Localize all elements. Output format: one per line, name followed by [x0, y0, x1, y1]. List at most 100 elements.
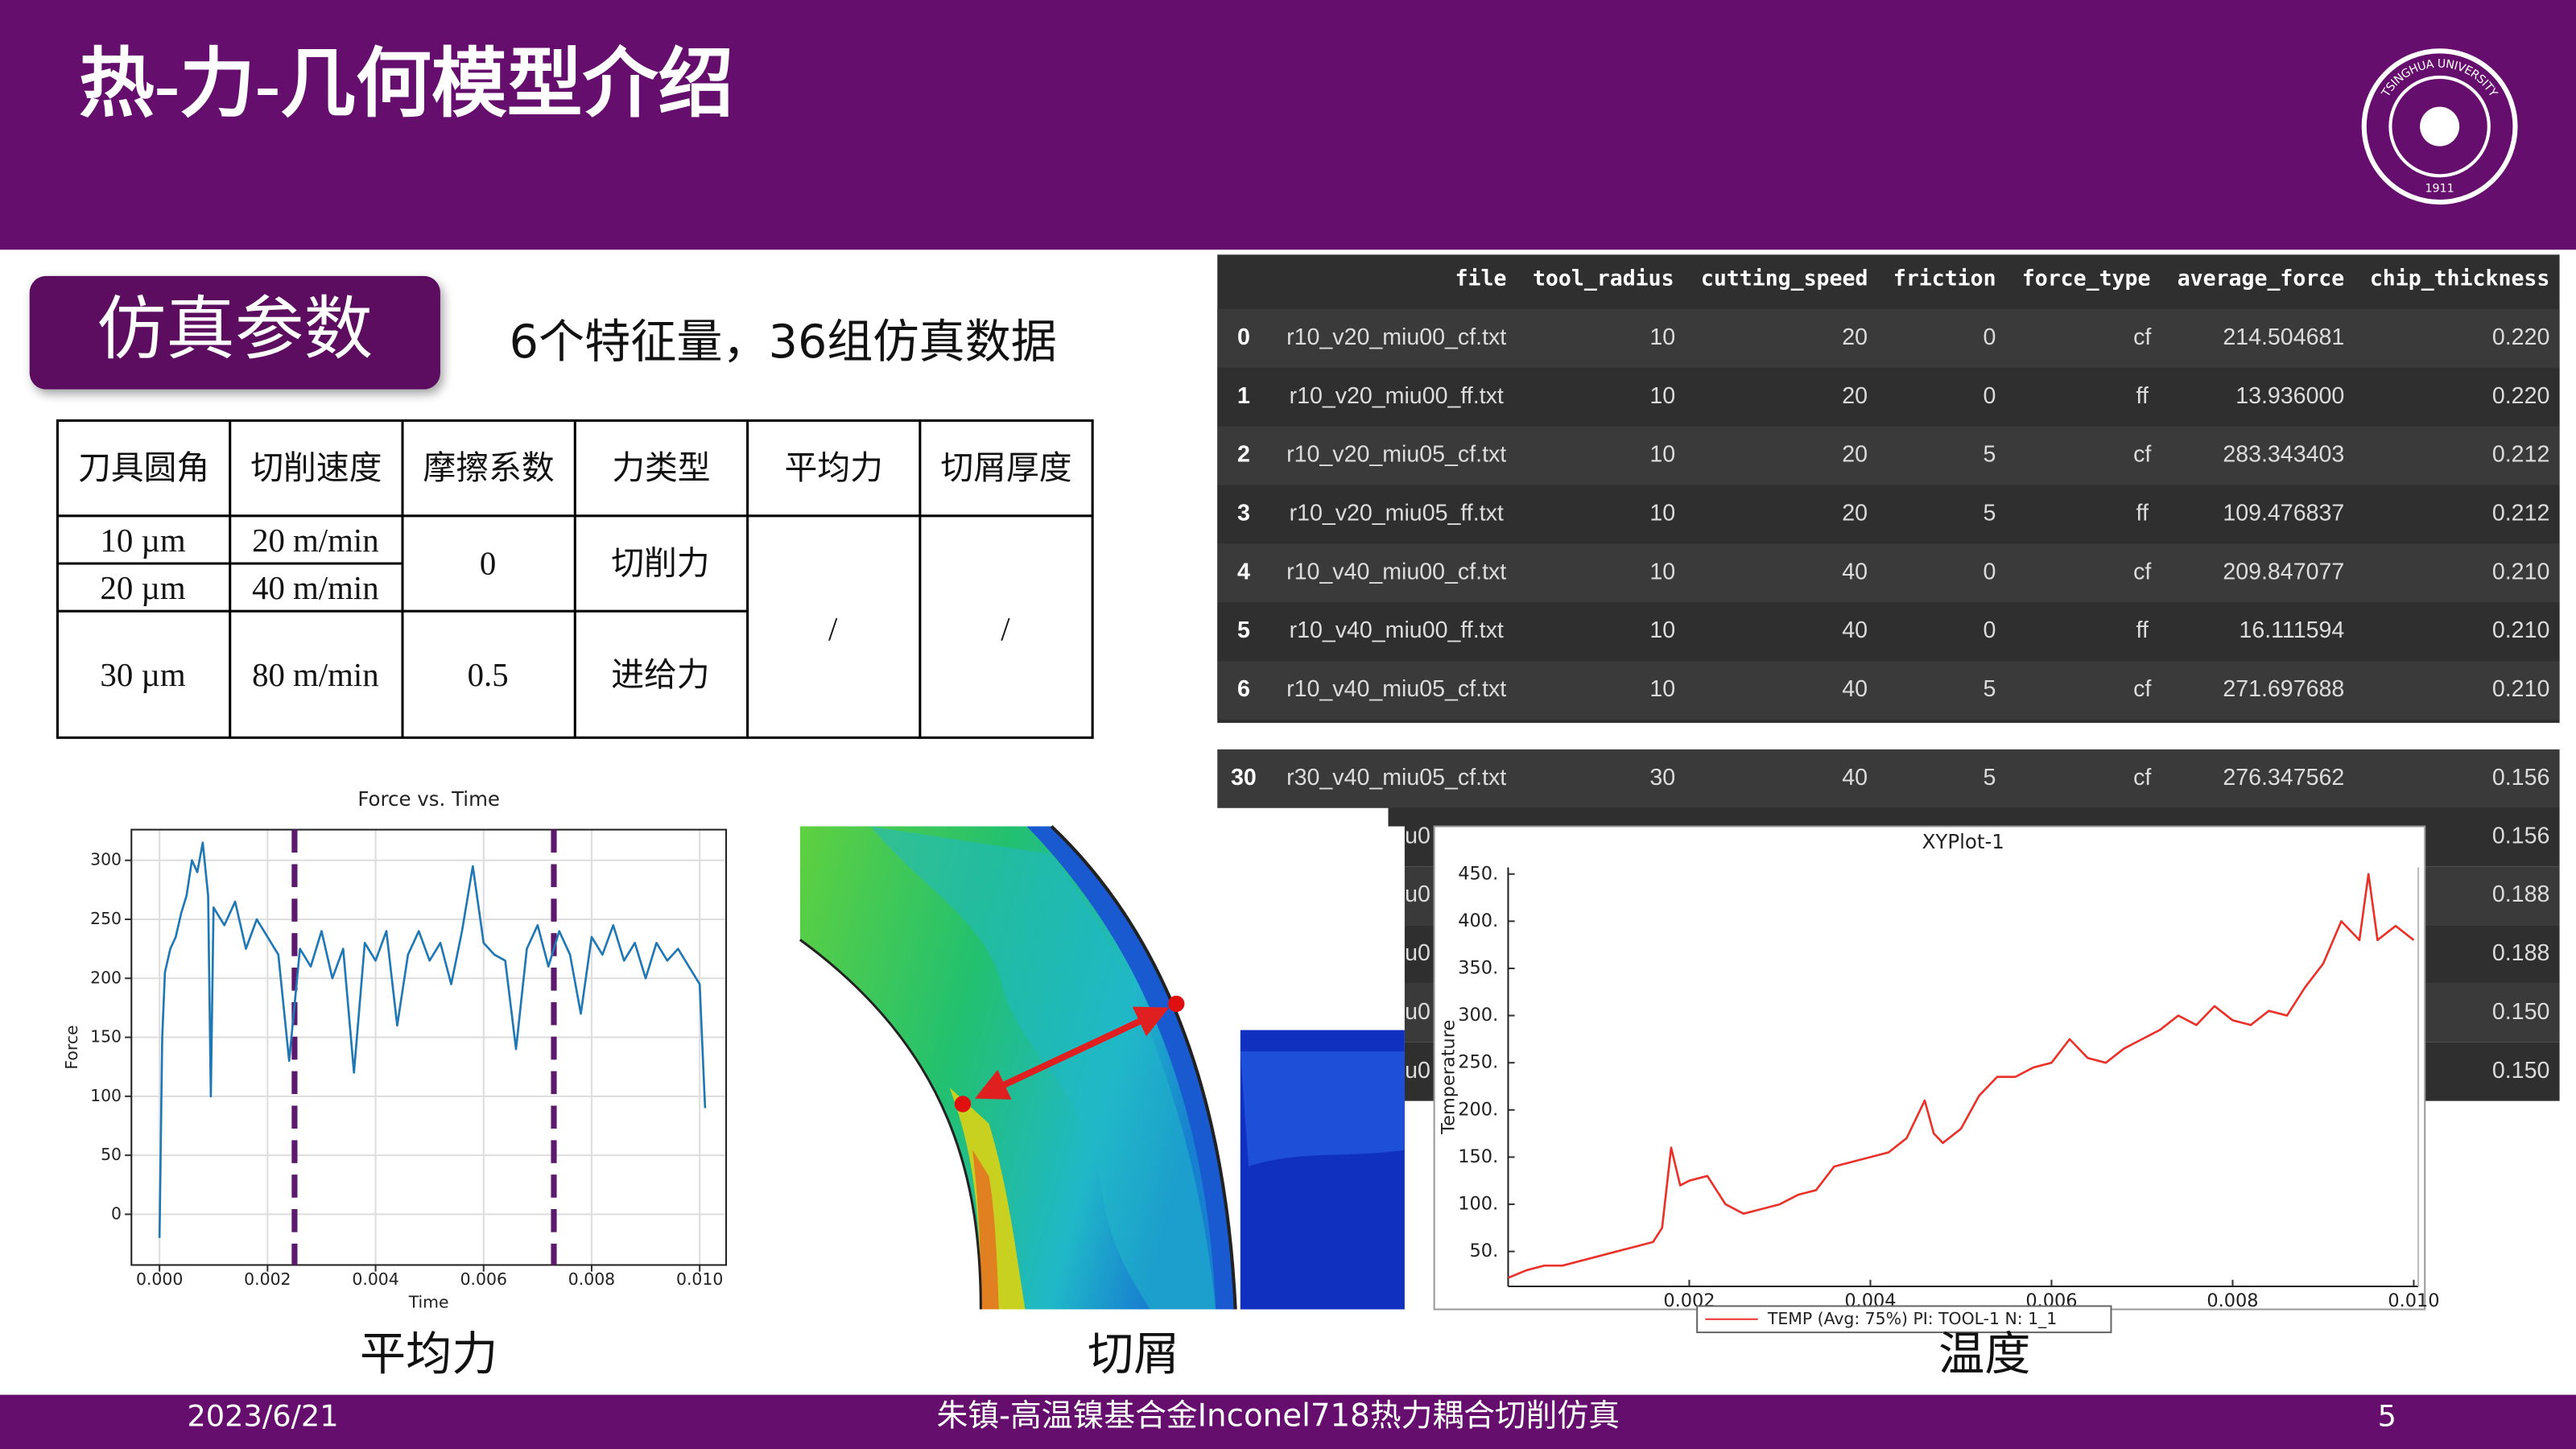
y-axis-label: Temperature — [1439, 1020, 1459, 1135]
chart-title: XYPlot-1 — [1922, 830, 2004, 853]
y-tick-label: 450. — [1458, 863, 1498, 884]
section-label: 仿真参数 — [97, 291, 373, 368]
param-table: 0 0.5 切削力 进给力 / / 刀具圆角 切削速度 摩擦系数 力类型 平均力 切屑厚度… — [56, 419, 1094, 739]
x-tick-label: 0.002 — [244, 1269, 291, 1289]
y-tick-label: 300. — [1458, 1005, 1498, 1026]
cell: cf — [2133, 442, 2151, 468]
y-tick-label: 0 — [111, 1203, 122, 1223]
cell: ff — [2136, 501, 2149, 526]
measure-point — [954, 1096, 972, 1113]
chip-outline — [799, 939, 982, 1310]
column-header: average_force — [2178, 266, 2345, 291]
cell: 10 µm — [100, 522, 186, 559]
footer-band — [0, 1394, 2576, 1449]
chip-edge — [1026, 826, 1236, 1310]
footer-page: 5 — [2378, 1399, 2396, 1434]
cell: 20 µm — [100, 570, 186, 606]
chip-hotter — [972, 1150, 999, 1310]
chip-outline — [1050, 825, 1237, 1310]
row-index: 6 — [1237, 676, 1250, 702]
param-table-grid — [56, 419, 1094, 739]
column-header: file — [1455, 266, 1507, 291]
cell: 0.5 — [468, 657, 509, 693]
cell: 10 — [1649, 501, 1675, 526]
measure-point — [1168, 995, 1185, 1013]
cell: 209.847077 — [2223, 559, 2344, 584]
cell: 0 — [1983, 383, 1996, 409]
cell: 5 — [1983, 501, 1996, 526]
cell: r10_v20_miu00_cf.txt — [1286, 324, 1506, 350]
y-tick-label: 200. — [1458, 1099, 1498, 1120]
cell: 13.936000 — [2235, 383, 2344, 409]
y-tick-label: 100 — [90, 1086, 122, 1105]
table-row — [1217, 367, 2560, 427]
cell: 271.697688 — [2223, 676, 2344, 702]
chip-band — [870, 826, 1216, 1310]
cell: / — [1001, 611, 1010, 647]
row-index: 2 — [1237, 442, 1250, 468]
chart-title: Force vs. Time — [357, 787, 500, 811]
column-header: 切削速度 — [250, 450, 382, 486]
y-tick-label: 200 — [90, 968, 122, 987]
slide-title: 热-力-几何模型介绍 — [79, 43, 733, 126]
row-index: 3 — [1237, 501, 1250, 526]
y-tick-label: 50. — [1470, 1241, 1499, 1261]
cell: 0.156 — [2492, 823, 2549, 848]
y-tick-label: 100. — [1458, 1193, 1498, 1214]
y-tick-label: 300 — [90, 850, 122, 869]
cell: iu0 — [1400, 940, 1430, 966]
cell: 40 — [1842, 765, 1868, 791]
table-row — [1217, 485, 2560, 544]
x-tick-label: 0.010 — [676, 1269, 723, 1289]
table-row — [1217, 426, 2560, 485]
cell: 0.220 — [2492, 383, 2549, 409]
plot-background — [1433, 825, 2426, 1311]
column-header: 刀具圆角 — [78, 450, 209, 486]
cell: 0.210 — [2492, 559, 2549, 584]
cell: 0.188 — [2492, 881, 2549, 907]
cell: 276.347562 — [2223, 765, 2344, 791]
cell: 214.504681 — [2223, 324, 2344, 350]
y-tick-label: 250. — [1458, 1052, 1498, 1073]
row-index: 0 — [1237, 324, 1250, 350]
cell: iu0 — [1400, 881, 1430, 907]
table-row — [1217, 661, 2560, 720]
column-header: 摩擦系数 — [423, 450, 555, 486]
y-tick-label: 50 — [101, 1145, 122, 1164]
footer-title: 朱镇-高温镍基合金Inconel718热力耦合切削仿真 — [937, 1398, 1620, 1435]
row-index: 1 — [1237, 383, 1250, 409]
cell: cf — [2133, 559, 2151, 584]
cell: 40 — [1842, 617, 1868, 643]
cell: 20 — [1842, 383, 1868, 409]
table-row — [1217, 602, 2560, 662]
tool-contour — [1240, 1051, 1405, 1166]
force-chart: Force vs. Time 0 50 100 150 200 250 300 0.000 0.0… — [62, 787, 728, 1381]
data-line — [1507, 873, 2415, 1279]
cell: 5 — [1983, 676, 1996, 702]
y-tick-label: 250 — [90, 909, 122, 928]
y-tick-label: 350. — [1458, 957, 1498, 978]
cell: iu0 — [1400, 999, 1430, 1025]
cell: cf — [2133, 324, 2151, 350]
plot-frame — [130, 828, 728, 1266]
column-header: 力类型 — [612, 450, 710, 486]
cell: 20 — [1842, 501, 1868, 526]
logo-year: 1911 — [2425, 183, 2454, 196]
footer-date: 2023/6/21 — [187, 1399, 338, 1434]
cell: r10_v20_miu05_ff.txt — [1290, 501, 1504, 526]
cell: 10 — [1649, 617, 1675, 643]
section-summary: 6个特征量，36组仿真数据 — [510, 316, 1057, 369]
x-tick-label: 0.004 — [352, 1269, 398, 1289]
cell: 0.188 — [2492, 940, 2549, 966]
cell: / — [828, 611, 838, 647]
cell: ff — [2136, 383, 2149, 409]
cell: r30_v40_miu05_cf.txt — [1286, 765, 1506, 791]
column-header: 平均力 — [785, 450, 883, 486]
cell: 30 — [1649, 765, 1675, 791]
cell: 30 µm — [100, 657, 186, 693]
column-header: force_type — [2022, 266, 2151, 291]
x-axis-label: Time — [408, 1292, 449, 1311]
cell: 40 m/min — [252, 570, 379, 606]
